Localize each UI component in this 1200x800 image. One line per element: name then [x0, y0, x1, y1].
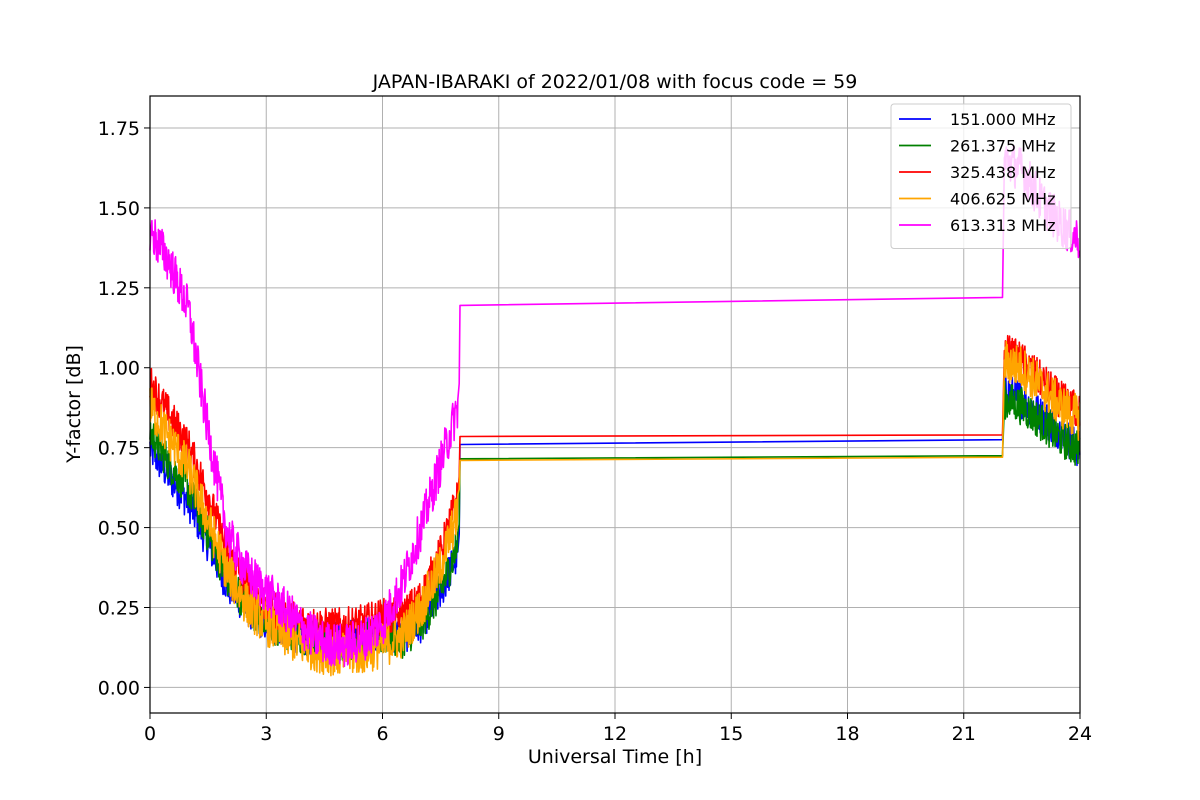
- y-tick-label: 1.25: [98, 278, 140, 300]
- series-layer: [149, 145, 1081, 677]
- x-tick-label: 9: [493, 723, 505, 745]
- y-tick-label: 0.00: [98, 677, 140, 699]
- legend-label: 151.000 MHz: [950, 110, 1055, 129]
- y-tick-label: 0.50: [98, 518, 140, 540]
- legend: 151.000 MHz 261.375 MHz 325.438 MHz 406.625…: [890, 103, 1072, 249]
- x-tick-label: 6: [376, 723, 388, 745]
- x-tick-label: 12: [603, 723, 627, 745]
- chart-title: JAPAN-IBARAKI of 2022/01/08 with focus c…: [372, 71, 858, 93]
- legend-label: 406.625 MHz: [950, 190, 1055, 209]
- x-axis-label: Universal Time [h]: [528, 746, 702, 768]
- x-tick-label: 18: [835, 723, 859, 745]
- y-tick-label: 0.25: [98, 598, 140, 620]
- legend-box: [890, 103, 1072, 249]
- legend-label: 261.375 MHz: [950, 137, 1055, 156]
- y-tick-label: 0.75: [98, 438, 140, 460]
- y-axis-label: Y-factor [dB]: [63, 345, 85, 464]
- y-tick-label: 1.75: [98, 118, 140, 140]
- legend-label: 325.438 MHz: [950, 163, 1055, 182]
- y-tick-label: 1.00: [98, 358, 140, 380]
- x-tick-label: 24: [1068, 723, 1092, 745]
- x-tick-label: 15: [719, 723, 743, 745]
- legend-label: 613.313 MHz: [950, 216, 1055, 235]
- x-tick-label: 21: [952, 723, 976, 745]
- x-tick-label: 0: [144, 723, 156, 745]
- x-tick-label: 3: [260, 723, 272, 745]
- ticks: 0 3 6 9 12 15 18 21 24 0.00 0.25 0.50 0.75 1.00 1.25 1.…: [98, 118, 1092, 745]
- y-tick-label: 1.50: [98, 198, 140, 220]
